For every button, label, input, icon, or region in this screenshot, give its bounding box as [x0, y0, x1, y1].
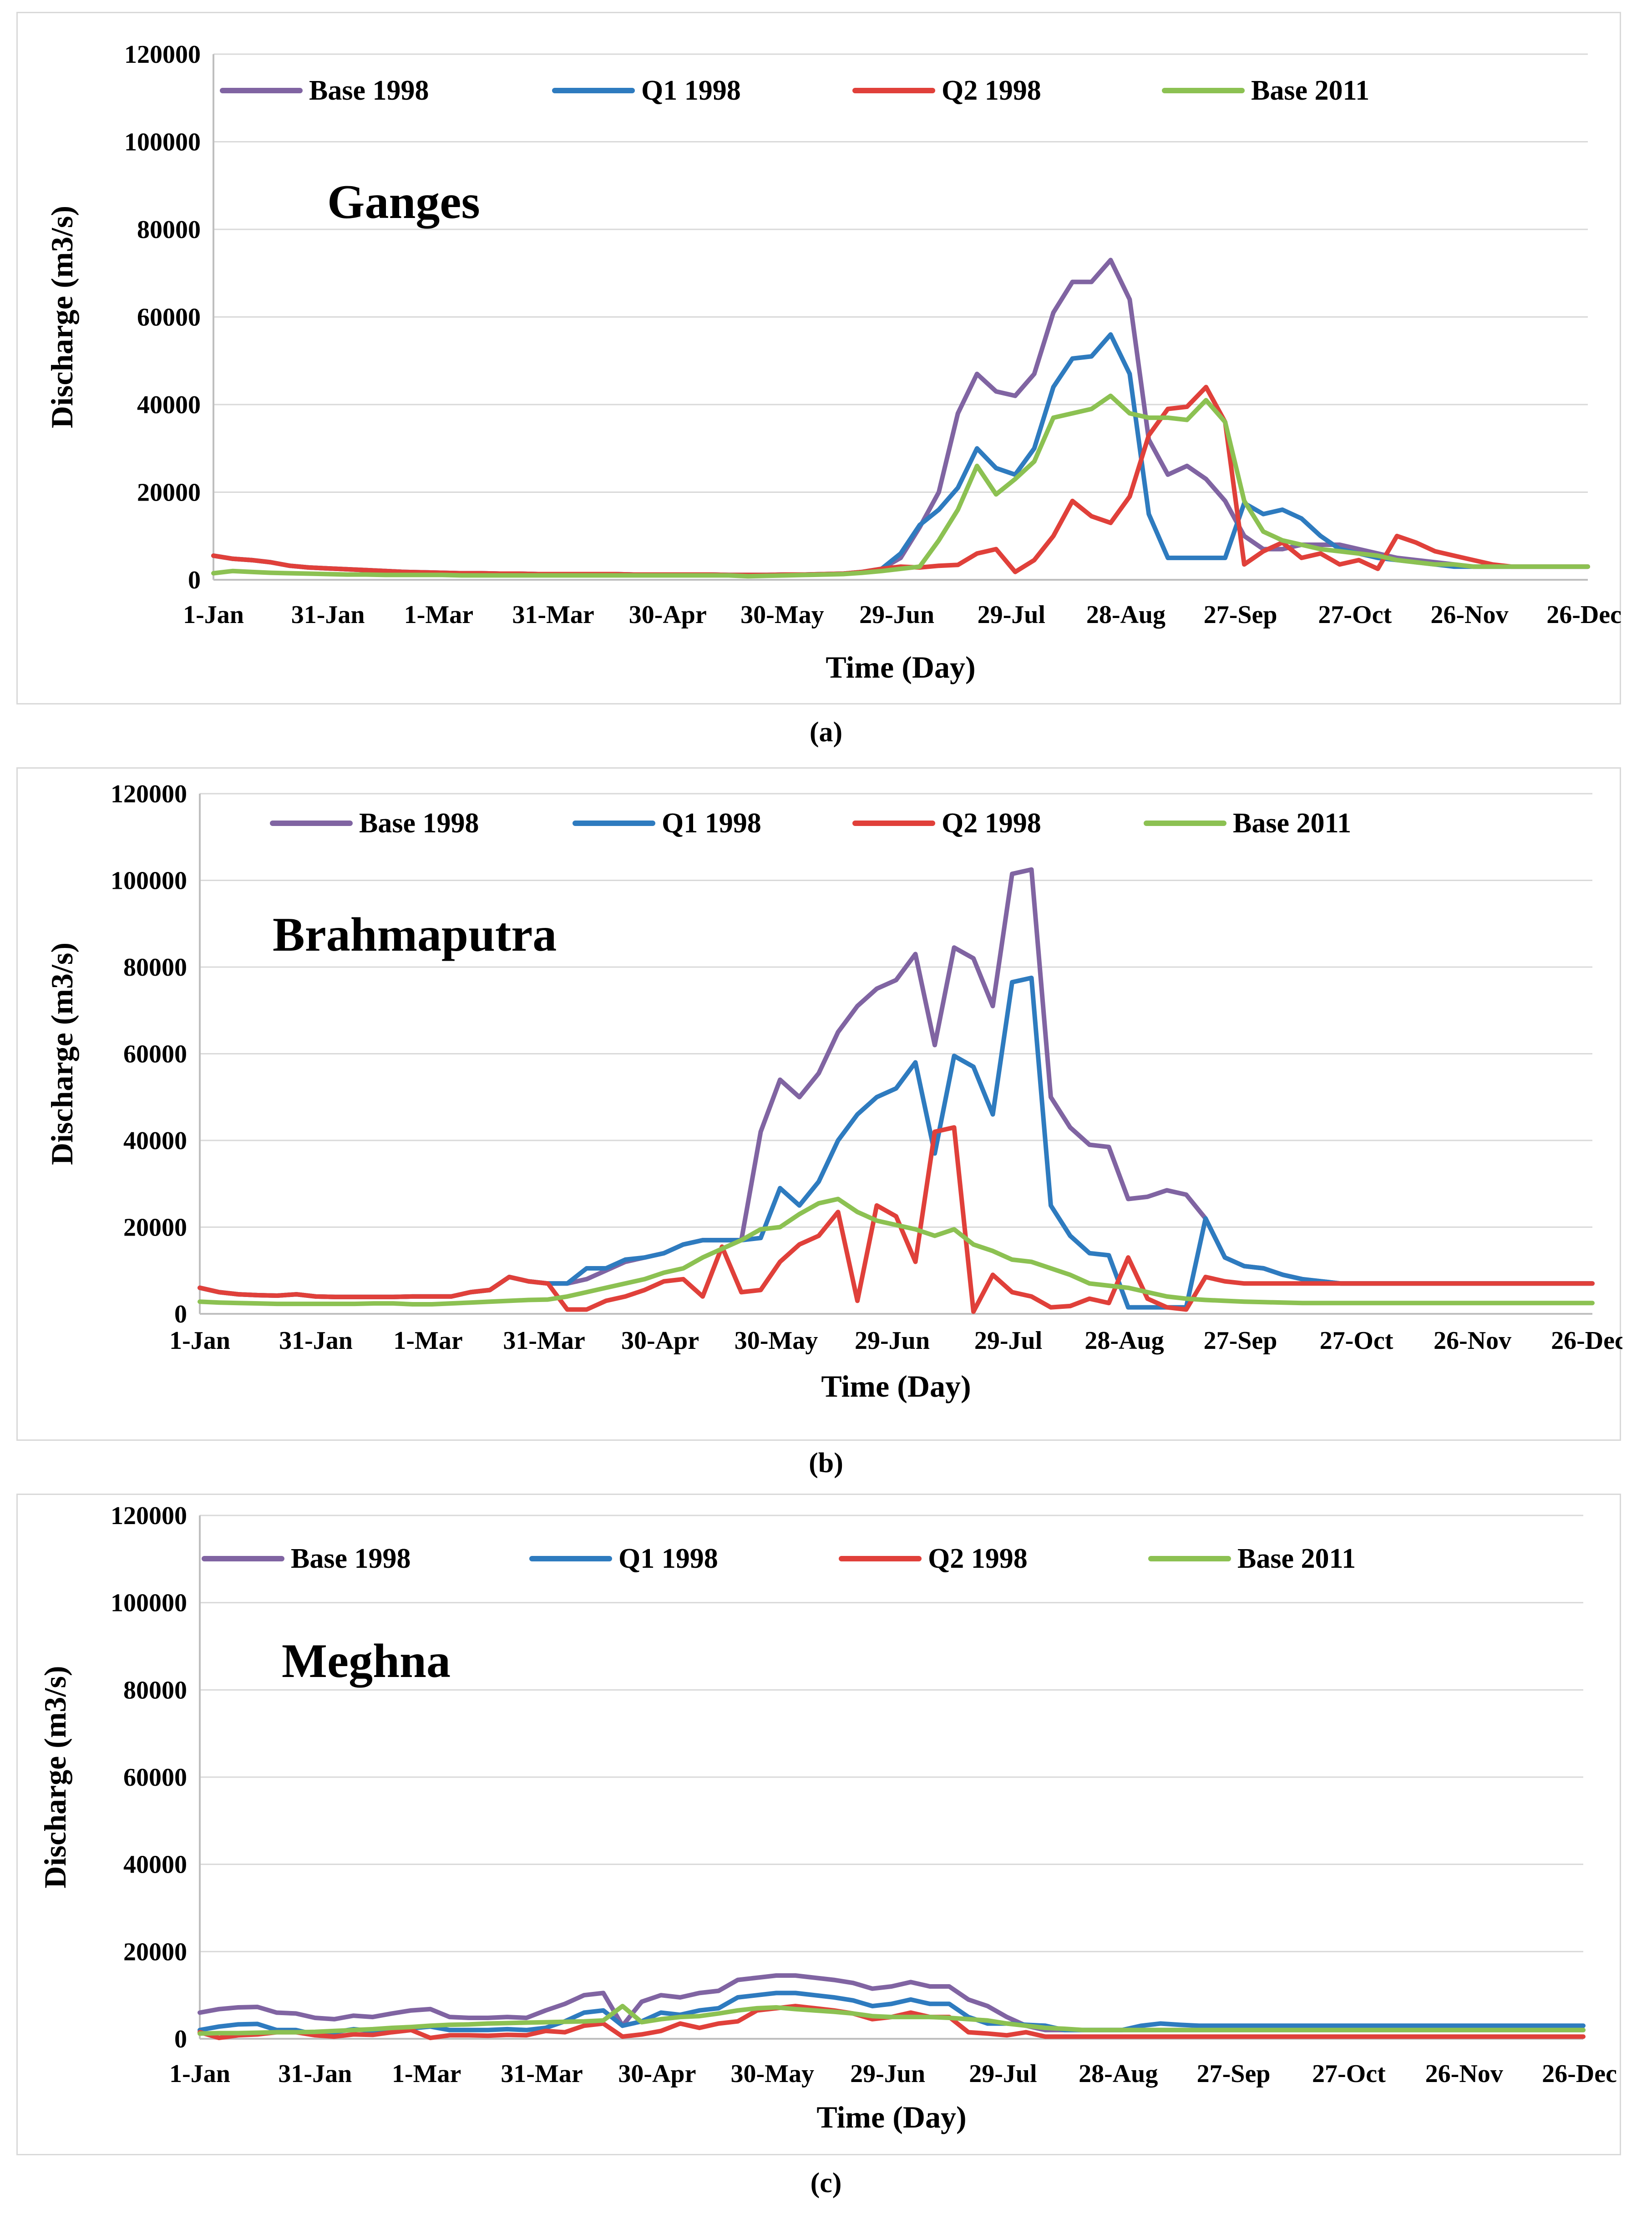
y-tick-label: 0 [174, 1300, 187, 1328]
legend-label-q1-1998: Q1 1998 [641, 75, 741, 106]
chart-panel-ganges: 0 20000 40000 60000 80000 100000 120000 1-Jan 31… [16, 12, 1622, 704]
legend-label-q2-1998: Q2 1998 [942, 75, 1041, 106]
panel-caption-a: (a) [809, 717, 843, 748]
x-tick-label: 26-Nov [1434, 1327, 1511, 1355]
x-tick-label: 1-Mar [392, 2060, 461, 2088]
x-axis-title: Time (Day) [821, 1369, 971, 1403]
chart-title: Brahmaputra [273, 908, 557, 961]
series-line-base-1998 [211, 258, 1590, 578]
x-tick-label: 26-Dec [1551, 1327, 1622, 1355]
x-tick-label: 28-Aug [1079, 2060, 1158, 2088]
y-tick-label: 120000 [111, 780, 187, 808]
series-line-q2-1998 [211, 385, 1590, 578]
y-tick-label: 0 [174, 2025, 187, 2053]
chart-svg-ganges: 0 20000 40000 60000 80000 100000 120000 1-Jan 31… [45, 41, 1622, 684]
x-tick-label: 27-Sep [1204, 1327, 1277, 1355]
y-tick-label: 20000 [123, 1214, 187, 1242]
x-tick-label: 29-Jul [978, 601, 1045, 629]
x-tick-label: 31-Mar [503, 1327, 585, 1355]
legend-label-q2-1998: Q2 1998 [928, 1543, 1028, 1574]
y-tick-label: 100000 [124, 128, 201, 157]
x-tick-label: 31-Jan [291, 601, 365, 629]
x-tick-label: 30-May [735, 1327, 818, 1355]
legend-label-base-2011: Base 2011 [1251, 75, 1369, 106]
x-tick-label: 26-Nov [1425, 2060, 1503, 2088]
chart-title: Ganges [327, 175, 480, 228]
x-tick-label: 29-Jun [859, 601, 934, 629]
legend-label-q1-1998: Q1 1998 [662, 808, 761, 839]
panel-caption-b: (b) [809, 1448, 843, 1479]
chart-svg-meghna: 0 20000 40000 60000 80000 100000 120000 1-Jan 31… [38, 1502, 1617, 2134]
x-tick-label: 1-Jan [183, 601, 244, 629]
chart-title: Meghna [282, 1634, 451, 1687]
y-axis-title: Discharge (m3/s) [45, 206, 79, 428]
series-line-base-2011 [211, 393, 1590, 579]
x-tick-label: 27-Sep [1204, 601, 1277, 629]
legend-label-base-2011: Base 2011 [1237, 1543, 1356, 1574]
series-line-q2-1998 [198, 1125, 1595, 1314]
x-tick-label: 30-Apr [629, 601, 707, 629]
y-tick-label: 60000 [123, 1763, 187, 1792]
x-tick-label: 29-Jul [974, 1327, 1042, 1355]
x-tick-label: 30-Apr [618, 2060, 696, 2088]
chart-panel-meghna: 0 20000 40000 60000 80000 100000 120000 1-Jan 31… [16, 1494, 1621, 2155]
y-tick-label: 40000 [123, 1127, 187, 1155]
x-tick-label: 28-Aug [1084, 1327, 1164, 1355]
x-tick-label: 26-Dec [1546, 601, 1622, 629]
chart-panel-brahmaputra: 0 20000 40000 60000 80000 100000 120000 1-Jan 31… [16, 767, 1622, 1441]
y-tick-label: 100000 [111, 867, 187, 895]
x-tick-label: 27-Oct [1318, 601, 1392, 629]
x-tick-label: 27-Oct [1320, 1327, 1394, 1355]
series-line-q1-1998 [198, 975, 1595, 1310]
x-tick-label: 27-Oct [1312, 2060, 1386, 2088]
x-tick-label: 1-Mar [393, 1327, 462, 1355]
y-tick-label: 60000 [137, 304, 201, 332]
x-tick-label: 30-May [730, 2060, 814, 2088]
legend-label-base-1998: Base 1998 [309, 75, 429, 106]
y-tick-label: 80000 [123, 1676, 187, 1704]
y-axis-title: Discharge (m3/s) [45, 942, 79, 1165]
x-tick-label: 30-May [740, 601, 824, 629]
x-tick-label: 29-Jul [969, 2060, 1037, 2088]
x-tick-label: 29-Jun [850, 2060, 925, 2088]
y-tick-label: 20000 [137, 479, 201, 507]
x-tick-label: 1-Mar [404, 601, 473, 629]
x-tick-label: 31-Mar [512, 601, 594, 629]
y-tick-label: 100000 [111, 1589, 187, 1617]
y-tick-label: 40000 [123, 1851, 187, 1879]
y-tick-label: 80000 [137, 216, 201, 244]
x-tick-label: 28-Aug [1086, 601, 1166, 629]
series-line-base-2011 [198, 2004, 1586, 2036]
x-tick-label: 30-Apr [621, 1327, 699, 1355]
legend-label-base-2011: Base 2011 [1233, 808, 1351, 839]
x-tick-label: 26-Dec [1542, 2060, 1617, 2088]
x-axis-title: Time (Day) [816, 2100, 966, 2134]
legend-label-q1-1998: Q1 1998 [618, 1543, 718, 1574]
x-tick-label: 1-Jan [169, 2060, 230, 2088]
y-tick-label: 120000 [111, 1502, 187, 1530]
x-tick-label: 31-Jan [278, 2060, 352, 2088]
chart-svg-brahmaputra: 0 20000 40000 60000 80000 100000 120000 1-Jan 31… [45, 780, 1622, 1403]
x-tick-label: 31-Mar [501, 2060, 583, 2088]
legend-label-base-1998: Base 1998 [291, 1543, 411, 1574]
x-tick-label: 31-Jan [279, 1327, 353, 1355]
x-tick-label: 26-Nov [1430, 601, 1508, 629]
y-axis-title: Discharge (m3/s) [38, 1666, 72, 1888]
y-tick-label: 120000 [124, 41, 201, 69]
y-tick-label: 20000 [123, 1938, 187, 1966]
y-tick-label: 60000 [123, 1040, 187, 1069]
panel-caption-c: (c) [810, 2168, 842, 2199]
x-tick-label: 27-Sep [1197, 2060, 1271, 2088]
series-line-q1-1998 [211, 332, 1590, 578]
x-tick-label: 1-Jan [169, 1327, 230, 1355]
x-tick-label: 29-Jun [855, 1327, 930, 1355]
y-tick-label: 0 [188, 566, 201, 594]
legend-label-q2-1998: Q2 1998 [942, 808, 1041, 839]
series-line-base-2011 [198, 1196, 1595, 1307]
y-tick-label: 40000 [137, 391, 201, 419]
x-axis-title: Time (Day) [826, 650, 975, 684]
y-tick-label: 80000 [123, 953, 187, 982]
legend-label-base-1998: Base 1998 [359, 808, 479, 839]
